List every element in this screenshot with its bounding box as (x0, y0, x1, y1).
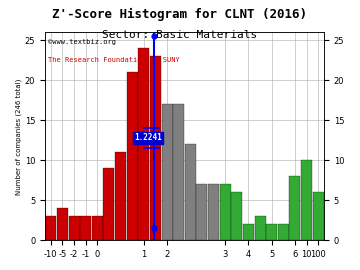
Bar (162, 104, 172, 240)
Bar (313, 192, 324, 240)
Bar (220, 184, 231, 240)
Bar (231, 192, 242, 240)
Text: Z'-Score Histogram for CLNT (2016): Z'-Score Histogram for CLNT (2016) (53, 8, 307, 21)
Bar (68, 216, 80, 240)
Text: Sector: Basic Materials: Sector: Basic Materials (102, 30, 258, 40)
Bar (127, 72, 138, 240)
Bar (278, 224, 289, 240)
Text: ©www.textbiz.org: ©www.textbiz.org (48, 39, 116, 45)
Bar (197, 184, 207, 240)
Bar (45, 216, 56, 240)
Bar (301, 160, 312, 240)
Bar (115, 152, 126, 240)
Bar (103, 168, 114, 240)
Bar (150, 56, 161, 240)
Bar (92, 216, 103, 240)
Bar (57, 208, 68, 240)
Bar (255, 216, 266, 240)
Bar (185, 144, 196, 240)
Bar (138, 48, 149, 240)
Bar (173, 104, 184, 240)
Bar (243, 224, 254, 240)
Text: The Research Foundation of SUNY: The Research Foundation of SUNY (48, 57, 180, 63)
Bar (80, 216, 91, 240)
Bar (208, 184, 219, 240)
Bar (289, 176, 301, 240)
Text: 1.2241: 1.2241 (134, 133, 162, 143)
Bar (266, 224, 277, 240)
Y-axis label: Number of companies (246 total): Number of companies (246 total) (15, 78, 22, 195)
